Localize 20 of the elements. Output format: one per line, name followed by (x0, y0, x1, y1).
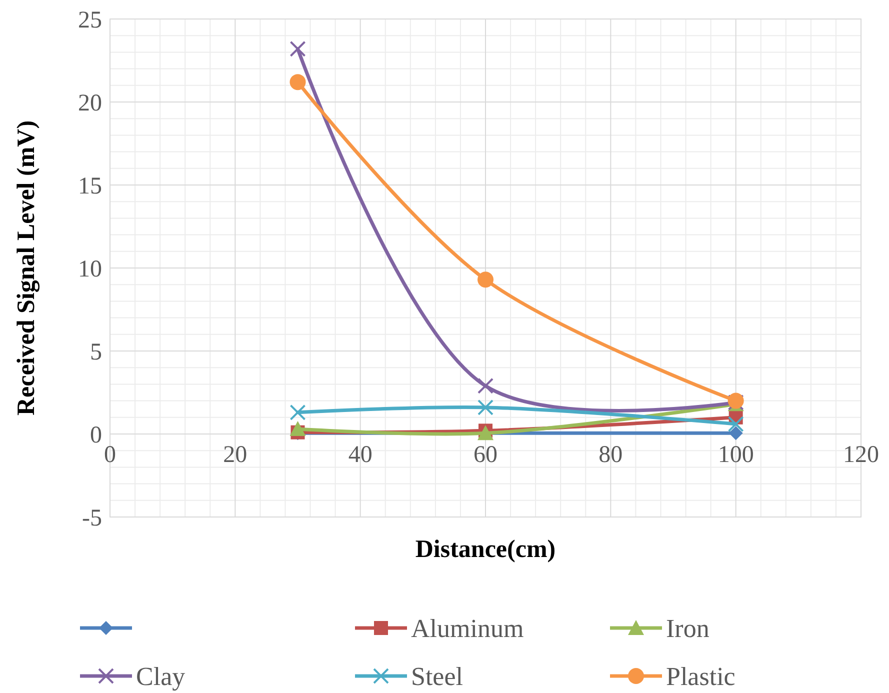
x-tick-label: 80 (598, 442, 623, 468)
x-tick-label: 120 (843, 442, 879, 468)
x-tick-label: 60 (474, 442, 498, 468)
y-tick-label: 5 (90, 339, 102, 366)
y-tick-label: 15 (78, 173, 102, 200)
y-tick-label: 25 (78, 7, 102, 34)
x-tick-label: 40 (348, 442, 372, 468)
y-tick-label: 20 (78, 90, 102, 116)
legend-label: Plastic (666, 662, 736, 692)
legend-label: Clay (136, 662, 186, 692)
y-tick-label: 0 (90, 422, 102, 448)
x-tick-label: 100 (718, 442, 754, 468)
y-tick-label: 10 (78, 256, 102, 282)
legend-label: Steel (411, 662, 463, 692)
legend-label: Iron (666, 614, 710, 644)
x-axis-title: Distance(cm) (415, 536, 556, 563)
y-tick-label: -5 (82, 505, 102, 532)
legend-label: Aluminum (411, 614, 524, 644)
y-axis-title: Received Signal Level (mV) (13, 120, 40, 416)
x-tick-label: 20 (223, 442, 248, 468)
